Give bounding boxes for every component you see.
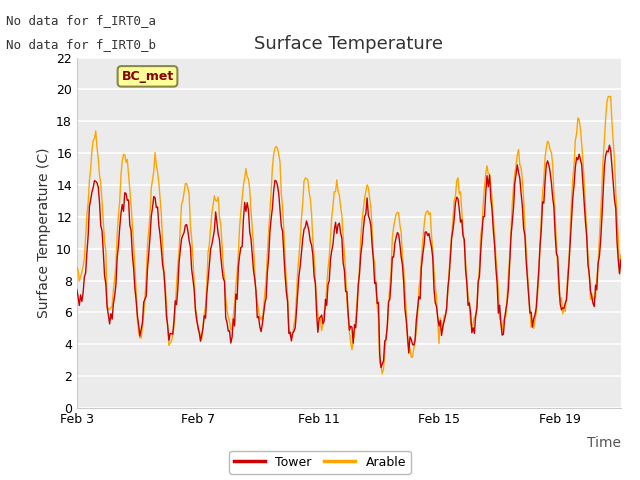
Text: BC_met: BC_met (122, 70, 173, 83)
Y-axis label: Surface Temperature (C): Surface Temperature (C) (36, 147, 51, 318)
Text: No data for f_IRT0_a: No data for f_IRT0_a (6, 14, 156, 27)
Text: Time: Time (587, 436, 621, 450)
Legend: Tower, Arable: Tower, Arable (229, 451, 411, 474)
Title: Surface Temperature: Surface Temperature (254, 35, 444, 53)
Text: No data for f_IRT0_b: No data for f_IRT0_b (6, 38, 156, 51)
